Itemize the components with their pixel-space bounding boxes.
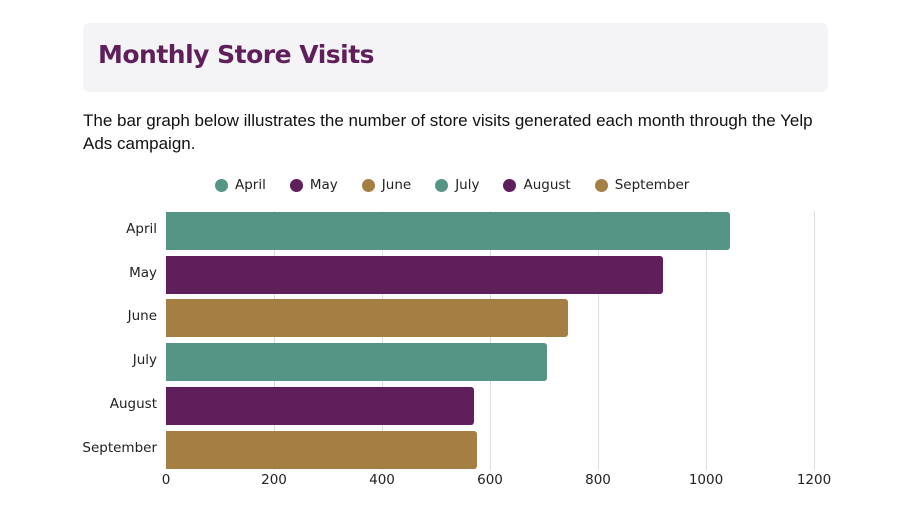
x-axis-tick-label: 1200: [796, 472, 832, 488]
legend-item-june[interactable]: June: [361, 177, 412, 193]
y-axis-label: April: [126, 221, 157, 237]
legend-dot-icon: [361, 178, 375, 192]
bar-september[interactable]: [166, 430, 477, 469]
legend-label: July: [455, 177, 480, 193]
legend-item-april[interactable]: April: [215, 177, 266, 193]
bar-august[interactable]: [166, 386, 474, 425]
legend-item-september[interactable]: September: [594, 177, 690, 193]
y-axis-label: May: [129, 264, 157, 281]
y-axis-label: June: [127, 308, 157, 325]
gridline: [274, 211, 275, 470]
title-card: Monthly Store Visits: [83, 23, 828, 92]
gridline: [814, 211, 815, 470]
legend-dot-icon: [594, 178, 608, 192]
bar-july[interactable]: [166, 343, 547, 382]
legend-dot-icon: [435, 178, 449, 192]
legend-dot-icon: [289, 178, 303, 192]
x-axis-tick-label: 1000: [688, 472, 724, 488]
bar-june[interactable]: [166, 299, 569, 338]
legend-label: June: [381, 177, 412, 193]
legend-dot-icon: [215, 178, 228, 192]
legend-item-august[interactable]: August: [503, 177, 571, 193]
y-axis-label: July: [132, 352, 157, 369]
gridline: [382, 211, 383, 470]
legend-dot-icon: [503, 178, 517, 192]
page-title: Monthly Store Visits: [98, 40, 375, 69]
x-axis-tick-label: 800: [585, 472, 611, 488]
gridline: [598, 211, 599, 470]
y-axis-label: August: [109, 395, 157, 412]
legend-label: May: [309, 177, 338, 193]
legend-label: September: [614, 177, 690, 193]
legend-item-july[interactable]: July: [435, 177, 479, 193]
x-axis-tick-label: 0: [161, 472, 171, 488]
legend-label: August: [523, 177, 571, 193]
gridline: [706, 211, 707, 470]
legend-item-may[interactable]: May: [289, 177, 338, 193]
legend-label: April: [235, 177, 266, 193]
y-axis-label: September: [82, 439, 157, 456]
gridline: [490, 211, 491, 470]
x-axis-tick-label: 200: [261, 472, 287, 488]
bar-april[interactable]: [166, 212, 731, 250]
bar-chart-plot-area: [166, 211, 815, 470]
bar-may[interactable]: [166, 255, 663, 294]
x-axis-tick-label: 600: [477, 472, 503, 488]
x-axis-tick-label: 400: [369, 472, 395, 488]
chart-description: The bar graph below illustrates the numb…: [83, 111, 813, 153]
